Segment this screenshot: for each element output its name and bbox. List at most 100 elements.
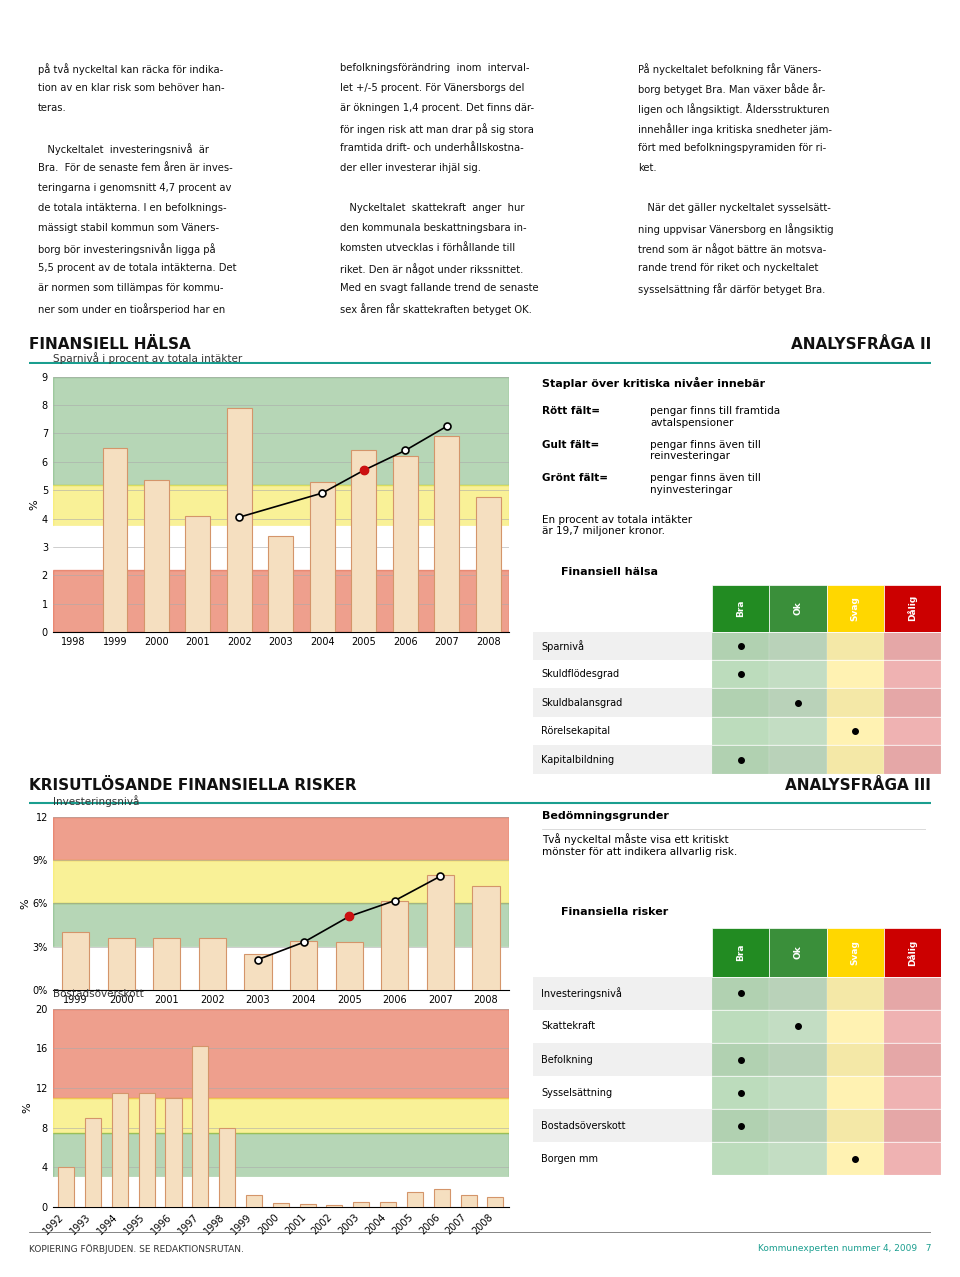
FancyBboxPatch shape [884,585,941,632]
FancyBboxPatch shape [770,688,827,716]
Bar [381,900,409,990]
Text: Dålig: Dålig [907,595,917,622]
Bar [138,1093,155,1207]
Text: Bostadsöverskott: Bostadsöverskott [53,988,144,999]
FancyBboxPatch shape [770,977,827,1010]
Text: Finansiella risker: Finansiella risker [562,907,668,917]
FancyBboxPatch shape [533,632,941,660]
Bar [53,1009,509,1098]
Y-axis label: %: % [23,1102,33,1114]
FancyBboxPatch shape [827,660,884,688]
FancyBboxPatch shape [884,716,941,746]
Text: riket. Den är något under rikssnittet.: riket. Den är något under rikssnittet. [340,263,523,276]
Text: En procent av totala intäkter
är 19,7 miljoner kronor.: En procent av totala intäkter är 19,7 mi… [542,515,692,536]
FancyBboxPatch shape [770,716,827,746]
Text: för ingen risk att man drar på sig stora: för ingen risk att man drar på sig stora [340,123,534,135]
FancyBboxPatch shape [827,1077,884,1108]
FancyBboxPatch shape [712,1108,770,1142]
Bar [53,570,509,632]
Bar [393,456,418,632]
Text: Bra: Bra [736,600,745,617]
Bar [472,886,499,990]
Bar [273,1203,289,1207]
Bar [326,1204,343,1207]
Text: Gult fält=: Gult fält= [542,439,600,450]
FancyBboxPatch shape [533,977,941,1010]
Text: trend som är något bättre än motsva-: trend som är något bättre än motsva- [637,244,827,255]
FancyBboxPatch shape [770,660,827,688]
FancyBboxPatch shape [827,977,884,1010]
FancyBboxPatch shape [712,1043,770,1077]
FancyBboxPatch shape [712,688,770,716]
Text: Finansiell hälsa: Finansiell hälsa [562,567,659,577]
Text: Bedömningsgrunder: Bedömningsgrunder [542,811,669,821]
FancyBboxPatch shape [827,1043,884,1077]
Text: Grönt fält=: Grönt fält= [542,474,609,483]
FancyBboxPatch shape [533,746,941,774]
Text: Investeringsnivå: Investeringsnivå [541,987,622,1000]
Bar [108,937,134,990]
Bar [353,1202,370,1207]
Text: let +/-5 procent. För Vänersborgs del: let +/-5 procent. För Vänersborgs del [340,83,524,93]
FancyBboxPatch shape [533,1043,941,1077]
FancyBboxPatch shape [884,632,941,660]
Bar [426,875,454,990]
Text: Bostadsöverskott: Bostadsöverskott [541,1121,626,1130]
Text: komsten utvecklas i förhållande till: komsten utvecklas i förhållande till [340,244,516,253]
FancyBboxPatch shape [884,660,941,688]
Bar [61,932,89,990]
Text: FINANSIELL HÄLSA: FINANSIELL HÄLSA [29,337,190,352]
Text: är normen som tillämpas för kommu-: är normen som tillämpas för kommu- [37,283,224,294]
Text: Befolkning: Befolkning [541,1055,592,1065]
Text: ANALYSFRÅGA III: ANALYSFRÅGA III [785,778,931,793]
Text: 5,5 procent av de totala intäkterna. Det: 5,5 procent av de totala intäkterna. Det [37,263,236,273]
Text: sex åren får skattekraften betyget OK.: sex åren får skattekraften betyget OK. [340,304,532,315]
FancyBboxPatch shape [884,977,941,1010]
Bar [244,954,272,990]
FancyBboxPatch shape [533,1142,941,1175]
FancyBboxPatch shape [712,746,770,774]
Text: Nyckeltalet  skattekraft  anger  hur: Nyckeltalet skattekraft anger hur [340,203,524,213]
Text: Dålig: Dålig [907,940,917,965]
Bar [219,1128,235,1207]
FancyBboxPatch shape [827,716,884,746]
FancyBboxPatch shape [712,632,770,660]
Text: Sysselsättning: Sysselsättning [541,1088,612,1097]
Text: tion av en klar risk som behöver han-: tion av en klar risk som behöver han- [37,83,225,93]
Bar [192,1046,208,1207]
FancyBboxPatch shape [884,688,941,716]
Bar [300,1204,316,1207]
Text: de totala intäkterna. I en befolknings-: de totala intäkterna. I en befolknings- [37,203,227,213]
Bar [407,1191,423,1207]
Bar [488,1197,503,1207]
FancyBboxPatch shape [770,1077,827,1108]
FancyBboxPatch shape [770,1010,827,1043]
Text: ner som under en tioårsperiod har en: ner som under en tioårsperiod har en [37,304,225,315]
FancyBboxPatch shape [827,585,884,632]
FancyBboxPatch shape [884,1043,941,1077]
Text: Kommunexperten nummer 4, 2009   7: Kommunexperten nummer 4, 2009 7 [757,1244,931,1254]
Bar [53,1133,509,1177]
Text: fört med befolkningspyramiden för ri-: fört med befolkningspyramiden för ri- [637,143,827,153]
Text: KOPIERING FÖRBJUDEN. SE REDAKTIONSRUTAN.: KOPIERING FÖRBJUDEN. SE REDAKTIONSRUTAN. [29,1244,244,1254]
FancyBboxPatch shape [533,660,941,688]
Text: pengar finns även till
reinvesteringar: pengar finns även till reinvesteringar [650,439,760,461]
FancyBboxPatch shape [533,1010,941,1043]
Text: Bra.  För de senaste fem åren är inves-: Bra. För de senaste fem åren är inves- [37,163,232,174]
Text: Nyckeltalet  investeringsnivå  är: Nyckeltalet investeringsnivå är [37,143,209,155]
FancyBboxPatch shape [533,1108,941,1142]
Text: innehåller inga kritiska snedheter jäm-: innehåller inga kritiska snedheter jäm- [637,123,832,135]
FancyBboxPatch shape [827,1142,884,1175]
FancyBboxPatch shape [533,1077,941,1108]
Text: Svag: Svag [851,596,859,621]
Bar [165,1098,181,1207]
FancyBboxPatch shape [770,632,827,660]
FancyBboxPatch shape [712,1010,770,1043]
Bar [434,437,459,632]
Text: pengar finns även till
nyinvesteringar: pengar finns även till nyinvesteringar [650,474,760,495]
Text: Sparnivå i procent av totala intäkter: Sparnivå i procent av totala intäkter [53,352,242,364]
Text: När det gäller nyckeltalet sysselsätt-: När det gäller nyckeltalet sysselsätt- [637,203,830,213]
FancyBboxPatch shape [884,1010,941,1043]
Text: rande trend för riket och nyckeltalet: rande trend för riket och nyckeltalet [637,263,818,273]
FancyBboxPatch shape [712,660,770,688]
